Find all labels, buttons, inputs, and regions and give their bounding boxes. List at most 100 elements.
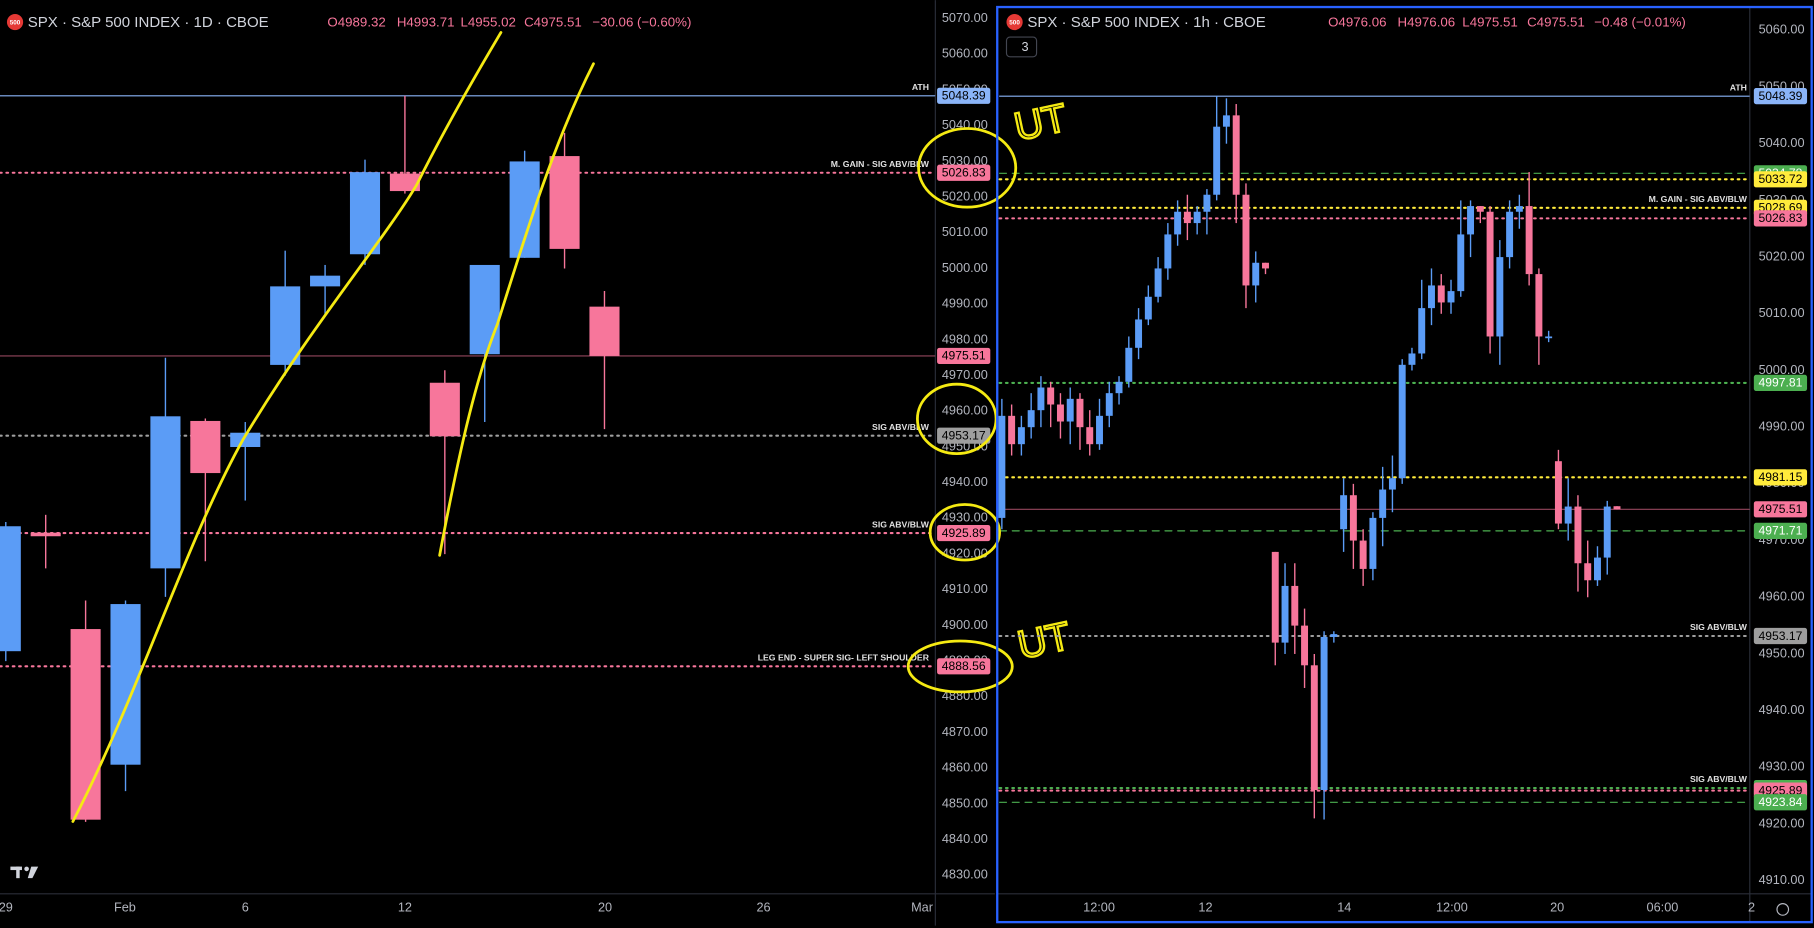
y-tick-label: 5000.00 xyxy=(942,260,988,275)
level-label: SIG ABV/BLW xyxy=(1690,774,1748,784)
candle-body xyxy=(1047,387,1055,405)
y-tick-label: 4960.00 xyxy=(942,403,988,418)
price-change: −0.48 (−0.01%) xyxy=(1594,15,1686,30)
candle-body xyxy=(1115,381,1123,394)
legend-toggle-bg xyxy=(1005,36,1038,58)
logo-part xyxy=(27,866,39,879)
price-box xyxy=(937,87,991,104)
candle-body xyxy=(1340,495,1348,530)
candle-body xyxy=(549,156,580,249)
price-box-label: 4925.89 xyxy=(1759,783,1803,797)
candle-body xyxy=(1515,206,1523,212)
price-box-label: 5048.39 xyxy=(1759,89,1803,103)
trend-stroke xyxy=(438,62,595,557)
candle-body xyxy=(1242,194,1250,286)
active-pane-border xyxy=(996,5,1813,924)
trend-stroke xyxy=(71,31,503,823)
candle-body xyxy=(1447,291,1455,303)
y-tick-label: 4960.00 xyxy=(1759,589,1805,604)
candle-body xyxy=(1330,634,1338,637)
candle-body xyxy=(1017,427,1025,445)
price-box xyxy=(937,164,991,181)
candle-body xyxy=(1437,285,1445,303)
y-tick-label: 4920.00 xyxy=(942,545,988,560)
candle-body xyxy=(1496,257,1504,337)
y-tick-label: 5070.00 xyxy=(942,10,988,25)
candle-body xyxy=(1574,506,1582,564)
candle-body xyxy=(1398,364,1406,479)
chart-title: SPX · S&P 500 INDEX · 1h · CBOE xyxy=(1027,14,1265,31)
candle-body xyxy=(1125,347,1133,382)
y-tick-label: 4900.00 xyxy=(942,617,988,632)
charts: 500 SPX · S&P 500 INDEX · 1D · CBOE O4989.… xyxy=(0,10,1808,915)
candle-body xyxy=(1271,551,1279,643)
y-tick-label: 4870.00 xyxy=(942,724,988,739)
candle-body xyxy=(1486,211,1494,337)
y-tick-label: 5060.00 xyxy=(942,46,988,61)
candle-body xyxy=(1193,211,1201,224)
price-box xyxy=(1753,627,1808,645)
level-label: SIG ABV/BLW xyxy=(872,519,930,529)
ohlc-value: C4975.51 xyxy=(1527,15,1585,30)
price-box xyxy=(1753,794,1808,811)
candle-body xyxy=(1554,461,1562,524)
candle-body xyxy=(1301,625,1309,666)
price-box-label: 5048.39 xyxy=(942,89,986,103)
price-box-label: 4975.51 xyxy=(1759,502,1803,516)
y-tick-label: 4860.00 xyxy=(942,760,988,775)
candle-body xyxy=(30,532,61,537)
ohlc-value: O4989.32 xyxy=(327,15,385,30)
candle-body xyxy=(1359,540,1367,569)
settings-icon[interactable] xyxy=(1776,903,1790,916)
logo-part xyxy=(16,866,20,879)
y-tick-label: 5060.00 xyxy=(1759,22,1805,37)
price-box xyxy=(937,524,991,542)
y-tick-label: 4940.00 xyxy=(1759,702,1805,717)
candle-body xyxy=(1027,410,1035,428)
x-tick-label: 20 xyxy=(598,900,612,915)
candle-body xyxy=(1105,393,1113,416)
candle-body xyxy=(1262,262,1269,269)
price-box-label: 4925.89 xyxy=(942,526,986,540)
candle-body xyxy=(1349,495,1357,541)
candle-body xyxy=(1164,234,1172,269)
symbol-badge-bg xyxy=(1006,13,1023,31)
level-label: M. GAIN - SIG ABV/BLW xyxy=(1649,194,1748,204)
candle-body xyxy=(1457,234,1465,292)
candle-body xyxy=(1379,489,1387,518)
y-tick-label: 5040.00 xyxy=(1759,135,1805,150)
legend-toggle[interactable]: 3 xyxy=(1021,39,1028,54)
ohlc-value: C4975.51 xyxy=(524,15,582,30)
candle-body xyxy=(1213,126,1221,195)
x-tick-label: 14 xyxy=(1337,900,1351,915)
price-box xyxy=(1753,522,1808,539)
candle-body xyxy=(150,416,181,569)
symbol-badge-bg xyxy=(6,13,24,31)
ohlc-value: H4993.71 xyxy=(397,15,455,30)
candle-body xyxy=(1525,206,1533,275)
price-box xyxy=(1753,469,1808,486)
price-box-label: 4923.84 xyxy=(1759,795,1803,809)
candle-body xyxy=(1086,427,1094,445)
candle-body xyxy=(1174,211,1182,235)
x-tick-label: Mar xyxy=(911,900,934,915)
symbol-badge: 500 xyxy=(1009,19,1020,26)
candle-body xyxy=(190,420,221,474)
price-box-label: 4888.56 xyxy=(942,659,986,673)
level-label: SIG ABV/BLW xyxy=(1690,622,1748,632)
x-tick-label: 20 xyxy=(1550,900,1564,915)
chart-title: SPX · S&P 500 INDEX · 1D · CBOE xyxy=(28,14,269,31)
price-box-label: 4975.51 xyxy=(942,349,986,363)
candle-body xyxy=(1232,115,1240,195)
symbol-badge: 500 xyxy=(10,19,21,26)
candle-body xyxy=(429,382,460,437)
candle-body xyxy=(589,306,620,356)
y-tick-label: 4830.00 xyxy=(942,867,988,882)
y-tick-label: 4930.00 xyxy=(942,510,988,525)
candle-body xyxy=(1076,398,1084,428)
x-tick-label: 12:00 xyxy=(1436,900,1468,915)
y-tick-label: 5020.00 xyxy=(1759,248,1805,263)
candle-body xyxy=(1613,506,1621,510)
candle-body xyxy=(1545,336,1553,339)
